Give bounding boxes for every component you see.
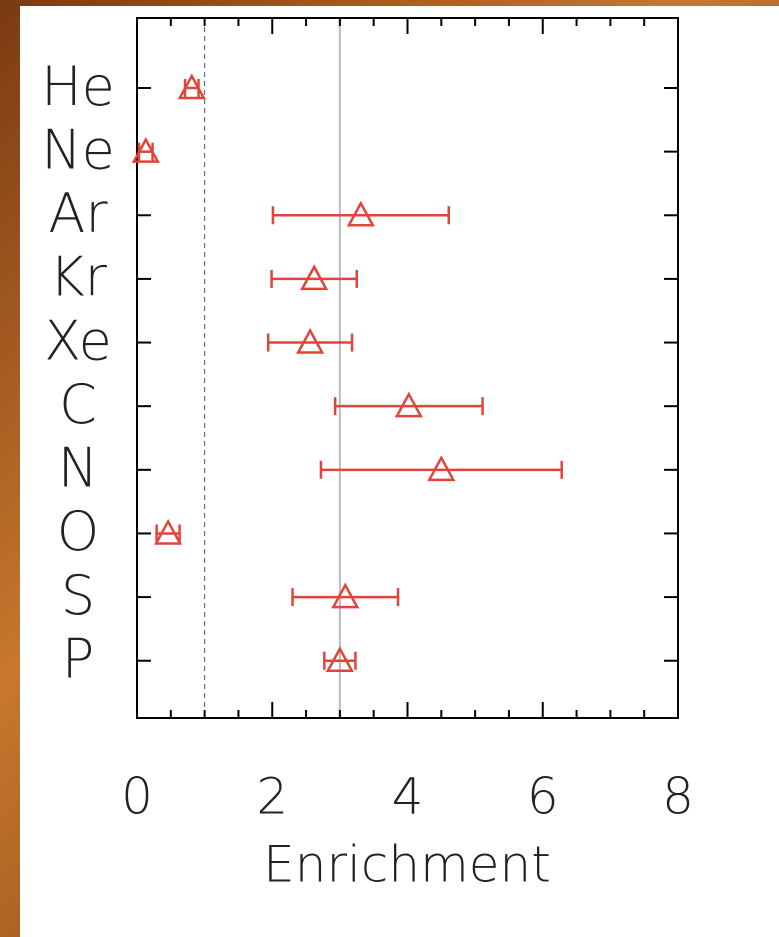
y-tick-label: P [62, 627, 95, 690]
triangle-marker [325, 646, 354, 672]
x-tick-label: 4 [392, 768, 424, 826]
triangle-marker [346, 200, 375, 227]
triangle-marker [427, 455, 456, 482]
y-tick-label: S [61, 564, 95, 627]
triangle-marker [331, 582, 360, 609]
x-tick-label: 8 [662, 768, 694, 826]
y-tick-label: Ar [48, 182, 108, 245]
x-axis-label: Enrichment [263, 836, 551, 894]
triangle-marker [177, 73, 206, 100]
triangle-marker [394, 391, 423, 418]
x-tick-label: 6 [527, 768, 559, 826]
triangle-marker [131, 137, 160, 163]
y-tick-label: Xe [44, 309, 112, 372]
y-tick-label: N [58, 437, 98, 500]
y-tick-label: C [59, 373, 97, 436]
y-tick-label: He [41, 55, 115, 118]
y-tick-label: O [57, 500, 100, 563]
y-tick-label: Ne [41, 118, 115, 181]
x-tick-label: 0 [121, 768, 153, 826]
triangle-marker [154, 518, 183, 545]
triangle-marker [300, 264, 329, 291]
triangle-marker [296, 327, 325, 354]
x-tick-label: 2 [256, 768, 288, 826]
y-tick-label: Kr [49, 246, 107, 309]
